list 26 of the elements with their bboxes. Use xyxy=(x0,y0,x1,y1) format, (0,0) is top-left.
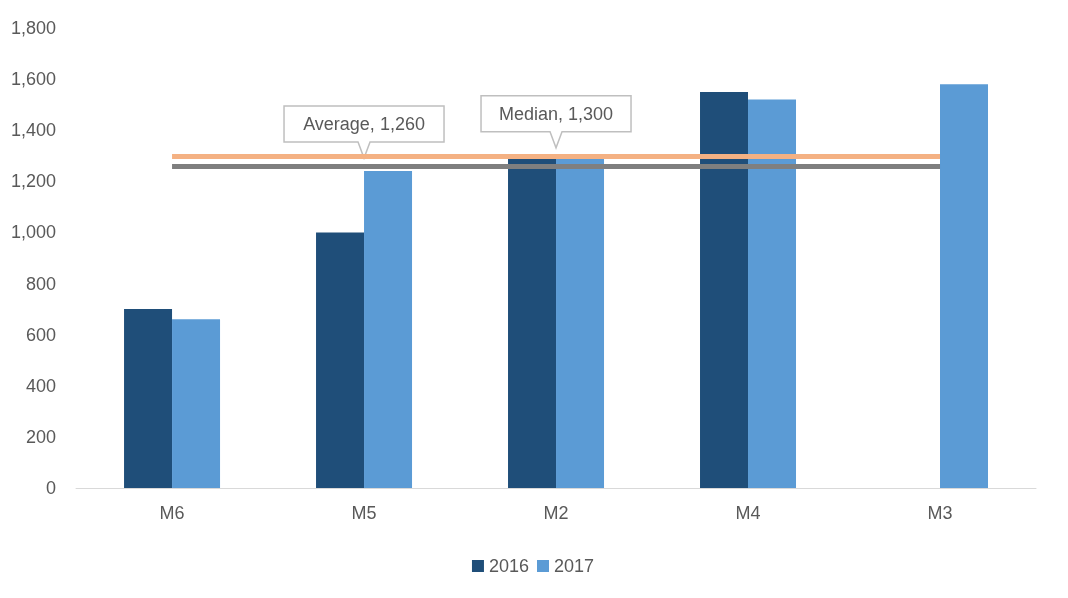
bar xyxy=(700,91,749,488)
ref-line-label: Average, 1,260 xyxy=(303,114,425,134)
x-tick-label: M3 xyxy=(927,503,953,523)
y-tick-label: 1,400 xyxy=(11,120,57,141)
legend-label: 2017 xyxy=(554,556,595,576)
y-tick-label: 200 xyxy=(26,426,57,447)
y-tick-label: 0 xyxy=(46,478,57,498)
bar xyxy=(316,232,365,488)
x-tick-label: M4 xyxy=(735,503,761,523)
ref-line-label: Median, 1,300 xyxy=(498,103,614,124)
bar xyxy=(124,309,173,488)
y-tick-label: 1,600 xyxy=(11,69,57,90)
bar xyxy=(748,99,797,488)
legend-label: 2016 xyxy=(488,556,529,576)
x-tick-label: M2 xyxy=(543,503,569,523)
y-tick-label: 400 xyxy=(26,375,57,396)
y-tick-label: 600 xyxy=(26,324,57,345)
bar xyxy=(172,319,221,488)
x-tick-label: M5 xyxy=(351,503,377,523)
y-tick-label: 1,000 xyxy=(11,222,57,243)
bar xyxy=(940,84,988,488)
bar xyxy=(364,171,413,488)
y-tick-label: 800 xyxy=(26,273,57,294)
y-tick-label: 1,800 xyxy=(11,18,57,38)
y-tick-label: 1,200 xyxy=(11,171,57,192)
x-tick-label: M6 xyxy=(159,503,185,523)
